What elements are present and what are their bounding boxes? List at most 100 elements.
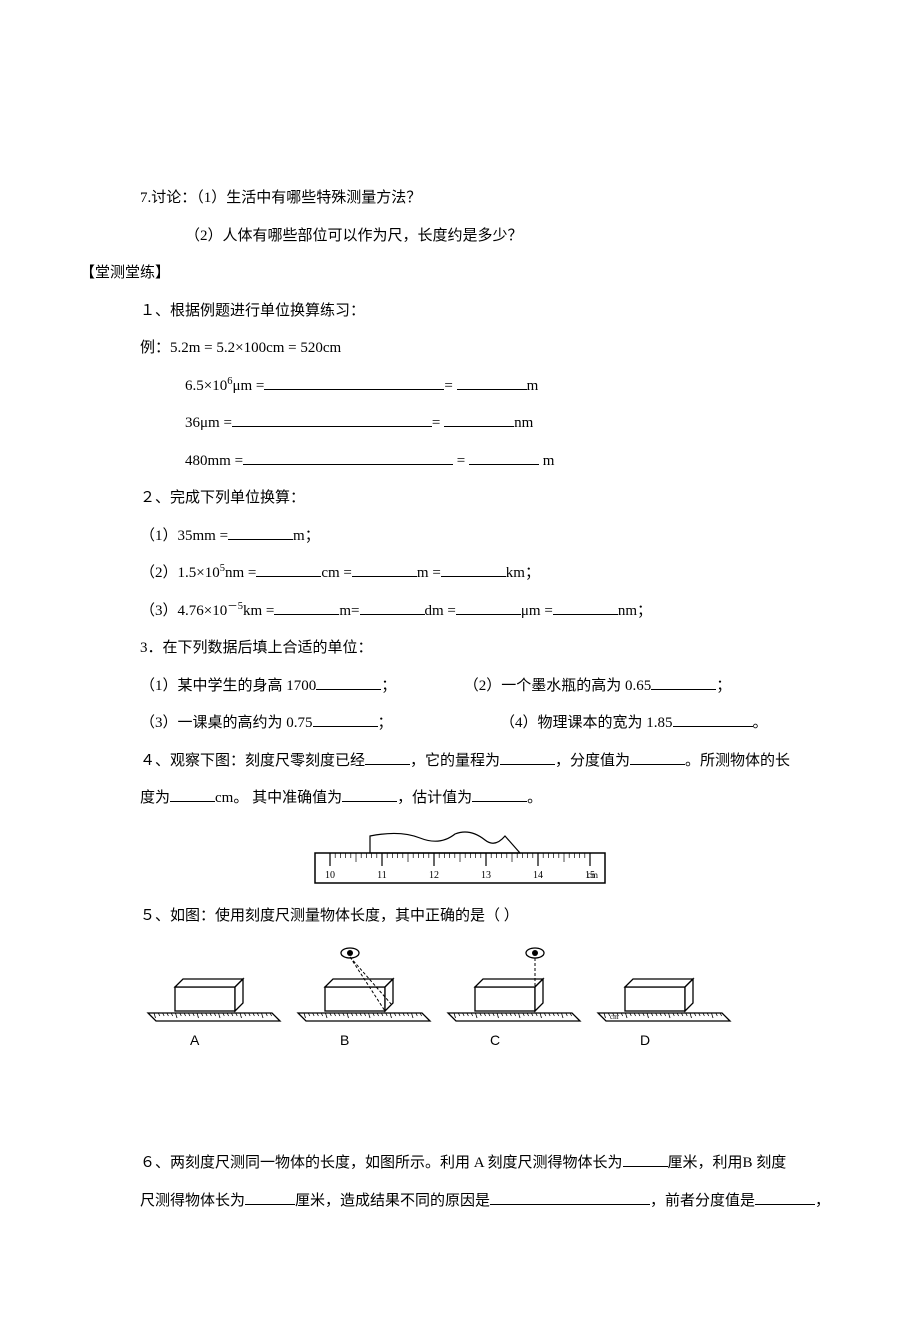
q4-e: 度为 <box>140 790 170 806</box>
q2-p1b: m； <box>293 528 320 544</box>
svg-text:D: D <box>640 1032 650 1048</box>
blank[interactable] <box>342 786 397 802</box>
blank[interactable] <box>170 786 215 802</box>
blank[interactable] <box>472 786 527 802</box>
q2-p2b: nm = <box>225 565 256 581</box>
q3-p1c: （2）一个墨水瓶的高为 0.65 <box>464 678 652 694</box>
svg-text:13: 13 <box>481 870 491 881</box>
q3-p2c: （4）物理课本的宽为 1.85 <box>500 715 673 731</box>
q3-p2b: ； <box>378 715 393 731</box>
blank[interactable] <box>441 561 506 577</box>
q1-l2-eq: = <box>432 415 444 431</box>
blank[interactable] <box>316 674 381 690</box>
q2-p2d: m = <box>417 565 441 581</box>
svg-text:C: C <box>490 1032 500 1048</box>
blank[interactable] <box>228 524 293 540</box>
q1-l1-unit: m <box>527 378 539 394</box>
q6-a: ６、两刻度尺测同一物体的长度，如图所示。利用 A 刻度尺测得物体长为 <box>140 1155 623 1171</box>
blank[interactable] <box>490 1189 650 1205</box>
q5-figure: cm A B C D <box>140 945 780 1055</box>
q1-title: １、根据例题进行单位换算练习： <box>140 293 840 331</box>
q6-line2: 尺测得物体长为厘米，造成结果不同的原因是，前者分度值是， <box>140 1183 840 1221</box>
q3-p2a: （3）一课桌的高约为 0.75 <box>140 715 313 731</box>
svg-text:A: A <box>190 1032 200 1048</box>
q3-p2d: 。 <box>753 715 768 731</box>
blank[interactable] <box>313 711 378 727</box>
q3-row2: （3）一课桌的高约为 0.75 ； （4）物理课本的宽为 1.85 。 <box>140 705 840 743</box>
svg-text:cm: cm <box>610 1013 619 1021</box>
blank[interactable] <box>500 749 555 765</box>
q2-p3c: m= <box>339 603 359 619</box>
q2-p2c: cm = <box>321 565 352 581</box>
q2-p3e: μm = <box>521 603 553 619</box>
spacer <box>80 1065 840 1145</box>
blank[interactable] <box>232 411 432 427</box>
svg-text:10: 10 <box>325 870 335 881</box>
q3-p1d: ； <box>716 678 731 694</box>
q6-b: 厘米，利用B 刻度 <box>668 1155 787 1171</box>
q7-part1: （1）生活中有哪些特殊测量方法？ <box>196 190 421 206</box>
blank[interactable] <box>245 1189 295 1205</box>
blank[interactable] <box>444 411 514 427</box>
q1-line3: 480mm = = m <box>185 443 840 481</box>
q2-p1: （1）35mm =m； <box>140 518 840 556</box>
example-text: 5.2m = 5.2×100cm = 520cm <box>170 340 341 356</box>
q1-example: 例：5.2m = 5.2×100cm = 520cm <box>140 330 840 368</box>
q4-line1: ４、观察下图：刻度尺零刻度已经，它的量程为，分度值为。所测物体的长 <box>140 743 840 781</box>
blank[interactable] <box>673 711 753 727</box>
q1-l1-b: μm = <box>232 378 264 394</box>
q1-l3-a: 480mm = <box>185 453 243 469</box>
blank[interactable] <box>264 374 444 390</box>
q4-h: 。 <box>527 790 542 806</box>
q2-p3f: nm； <box>618 603 652 619</box>
blank[interactable] <box>352 561 417 577</box>
q1-l2-a: 36μm = <box>185 415 232 431</box>
q3-row1: （1）某中学生的身高 1700； （2）一个墨水瓶的高为 0.65； <box>140 668 840 706</box>
q3-title: 3．在下列数据后填上合适的单位： <box>140 630 840 668</box>
blank[interactable] <box>469 449 539 465</box>
q4-a: ４、观察下图：刻度尺零刻度已经 <box>140 753 365 769</box>
q1-l2-unit: nm <box>514 415 533 431</box>
section-heading: 【堂测堂练】 <box>80 255 840 293</box>
blank[interactable] <box>243 449 453 465</box>
blank[interactable] <box>456 599 521 615</box>
blank[interactable] <box>360 599 425 615</box>
q4-b: ，它的量程为 <box>410 753 500 769</box>
q1-line2: 36μm = = nm <box>185 405 840 443</box>
q6-d: 厘米，造成结果不同的原因是 <box>295 1193 490 1209</box>
example-label: 例： <box>140 340 170 356</box>
blank[interactable] <box>274 599 339 615</box>
blank[interactable] <box>553 599 618 615</box>
q2-p3b: km = <box>243 603 274 619</box>
q4-g: ，估计值为 <box>397 790 472 806</box>
q6-line1: ６、两刻度尺测同一物体的长度，如图所示。利用 A 刻度尺测得物体长为 厘米，利用B… <box>140 1145 840 1183</box>
q2-title: ２、完成下列单位换算： <box>140 480 840 518</box>
q2-p2e: km； <box>506 565 540 581</box>
q7-line2: （2）人体有哪些部位可以作为尺，长度约是多少？ <box>185 218 840 256</box>
blank[interactable] <box>256 561 321 577</box>
blank[interactable] <box>457 374 527 390</box>
q4-d: 。所测物体的长 <box>685 753 790 769</box>
q2-p2: （2）1.5×105nm =cm =m =km； <box>140 555 840 593</box>
q5-title: ５、如图：使用刻度尺测量物体长度，其中正确的是（ ） <box>140 898 840 936</box>
q1-l3-unit: m <box>539 453 554 469</box>
q7-line1: 7.讨论：（1）生活中有哪些特殊测量方法？ <box>140 180 840 218</box>
q6-e: ，前者分度值是 <box>650 1193 755 1209</box>
q1-l1-eq: = <box>444 378 456 394</box>
q2-p3a: （3）4.76×10 <box>140 603 227 619</box>
blank[interactable] <box>623 1151 668 1167</box>
blank[interactable] <box>755 1189 815 1205</box>
svg-text:11: 11 <box>377 870 387 881</box>
svg-text:12: 12 <box>429 870 439 881</box>
q6-f: ， <box>815 1193 830 1209</box>
q4-line2: 度为cm。 其中准确值为，估计值为。 <box>140 780 840 818</box>
svg-text:B: B <box>340 1032 349 1048</box>
blank[interactable] <box>651 674 716 690</box>
blank[interactable] <box>365 749 410 765</box>
blank[interactable] <box>630 749 685 765</box>
q2-p3d: dm = <box>425 603 456 619</box>
q3-p1b: ； <box>381 678 396 694</box>
q1-l3-eq: = <box>453 453 469 469</box>
ruler-figure: 101112131415cm <box>310 828 610 888</box>
q1-line1: 6.5×106μm == m <box>185 368 840 406</box>
